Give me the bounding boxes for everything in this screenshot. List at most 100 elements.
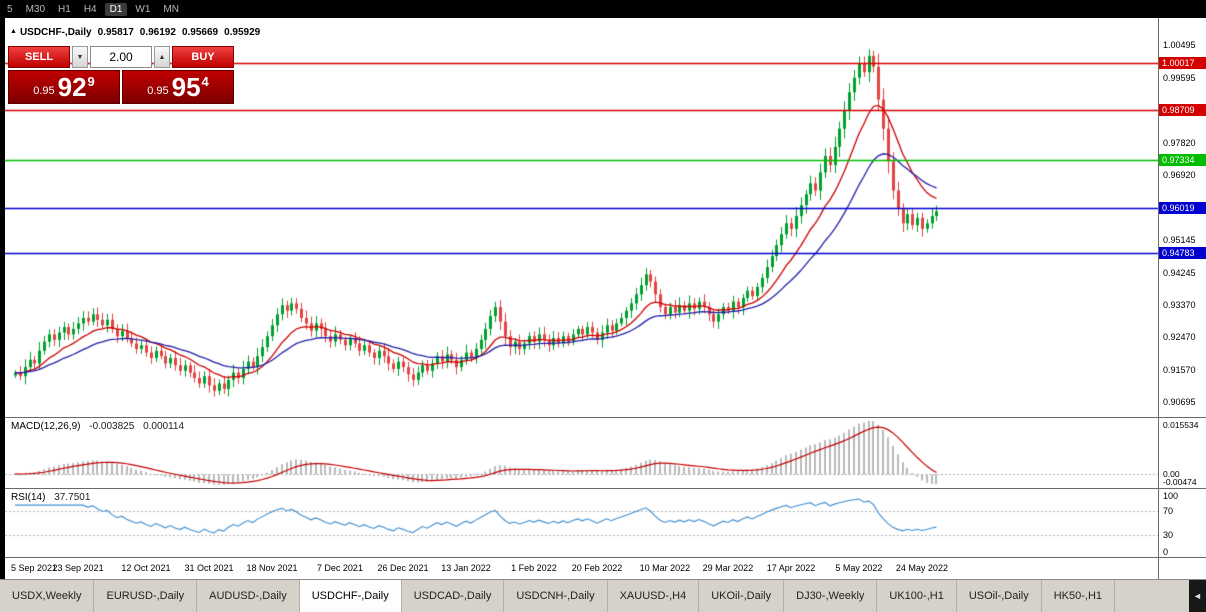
tab-uk100-h1[interactable]: UK100-,H1 bbox=[877, 580, 957, 612]
sell-button[interactable]: SELL bbox=[8, 46, 70, 68]
time-axis-label: 29 Mar 2022 bbox=[702, 563, 754, 573]
price-level-badge: 0.98709 bbox=[1159, 104, 1206, 117]
chart-tab-bar: USDX,Weekly EURUSD-,Daily AUDUSD-,Daily USD… bbox=[0, 579, 1206, 612]
timeframe-m30[interactable]: M30 bbox=[25, 3, 46, 15]
price-axis-label: 0.91570 bbox=[1163, 365, 1196, 376]
time-axis-label: 26 Dec 2021 bbox=[377, 563, 429, 573]
price-axis-label: 1.00495 bbox=[1163, 40, 1196, 51]
rsi-axis-label: 0 bbox=[1163, 547, 1169, 557]
price-level-badge: 0.97334 bbox=[1159, 154, 1206, 167]
price-axis-label: 0.95145 bbox=[1163, 234, 1196, 245]
macd-axis-label: 0.00 bbox=[1163, 468, 1180, 479]
time-axis-label: 24 May 2022 bbox=[895, 563, 948, 573]
tab-hk50-h1[interactable]: HK50-,H1 bbox=[1042, 580, 1116, 612]
price-level-badge: 0.96019 bbox=[1159, 202, 1206, 215]
volume-input[interactable] bbox=[90, 46, 152, 68]
rsi-indicator-panel: RSI(14) 37.7501 bbox=[5, 489, 1158, 558]
rsi-axis-label: 100 bbox=[1163, 491, 1179, 501]
buy-price-prefix: 0.95 bbox=[147, 85, 169, 97]
price-axis-label: 0.93370 bbox=[1163, 299, 1196, 310]
panel-separator bbox=[5, 488, 1206, 489]
tab-list: USDX,Weekly EURUSD-,Daily AUDUSD-,Daily USD… bbox=[0, 580, 1188, 612]
time-axis-label: 12 Oct 2021 bbox=[121, 563, 171, 573]
rsi-canvas[interactable] bbox=[5, 489, 1158, 558]
panel-separator bbox=[5, 557, 1206, 558]
one-click-collapse-icon[interactable]: ▲ bbox=[10, 28, 17, 35]
macd-label: MACD(12,26,9) -0.003825 0.000114 bbox=[11, 421, 184, 432]
time-axis[interactable]: 5 Sep 2021 23 Sep 2021 12 Oct 2021 31 Oct 2… bbox=[5, 558, 1158, 579]
timeframe-h1[interactable]: H1 bbox=[58, 3, 71, 15]
time-axis-label: 23 Sep 2021 bbox=[52, 563, 104, 573]
axis-separator bbox=[1158, 18, 1159, 579]
time-axis-label: 5 Sep 2021 bbox=[11, 563, 58, 573]
macd-canvas[interactable] bbox=[5, 418, 1158, 489]
time-axis-label: 7 Dec 2021 bbox=[316, 563, 363, 573]
macd-indicator-panel: MACD(12,26,9) -0.003825 0.000114 bbox=[5, 418, 1158, 489]
tab-usdchf-daily[interactable]: USDCHF-,Daily bbox=[299, 580, 402, 612]
price-level-badge: 1.00017 bbox=[1159, 56, 1206, 69]
quote-low: 0.95669 bbox=[181, 27, 219, 38]
time-axis-label: 5 May 2022 bbox=[835, 563, 883, 573]
macd-value-main: -0.003825 bbox=[89, 421, 135, 432]
price-level-badge: 0.94783 bbox=[1159, 247, 1206, 260]
tab-usdx-weekly[interactable]: USDX,Weekly bbox=[0, 580, 95, 612]
timeframe-5[interactable]: 5 bbox=[7, 3, 13, 15]
panel-separator bbox=[5, 417, 1206, 418]
time-axis-label: 10 Mar 2022 bbox=[639, 563, 691, 573]
time-axis-label: 1 Feb 2022 bbox=[511, 563, 557, 573]
sell-price-big: 92 bbox=[57, 72, 87, 102]
quote-high: 0.96192 bbox=[139, 27, 176, 38]
time-axis-label: 18 Nov 2021 bbox=[246, 563, 298, 573]
rsi-value: 37.7501 bbox=[54, 492, 91, 503]
buy-button[interactable]: BUY bbox=[172, 46, 234, 68]
macd-value-signal: 0.000114 bbox=[143, 421, 185, 432]
tab-usoil-daily[interactable]: USOil-,Daily bbox=[957, 580, 1042, 612]
buy-price-box[interactable]: 0.95 95 4 bbox=[122, 70, 234, 104]
time-axis-label: 31 Oct 2021 bbox=[184, 563, 234, 573]
price-axis-label: 0.99595 bbox=[1163, 72, 1196, 83]
price-axis-label: 0.94245 bbox=[1163, 267, 1196, 278]
price-axis-label: 0.96920 bbox=[1163, 170, 1196, 181]
tab-usdcad-daily[interactable]: USDCAD-,Daily bbox=[402, 580, 505, 612]
rsi-axis-label: 70 bbox=[1163, 505, 1174, 516]
macd-axis-label: 0.015534 bbox=[1163, 420, 1199, 430]
time-axis-label: 20 Feb 2022 bbox=[571, 563, 623, 573]
rsi-axis-label: 30 bbox=[1163, 530, 1174, 541]
volume-decrease-button[interactable]: ▼ bbox=[72, 46, 88, 68]
sell-price-sup: 9 bbox=[87, 73, 95, 89]
time-axis-label: 17 Apr 2022 bbox=[766, 563, 816, 573]
price-axis[interactable]: 1.00495 0.99595 0.97820 0.96920 0.95145 0.942… bbox=[1159, 18, 1206, 579]
tab-dj30-weekly[interactable]: DJ30-,Weekly bbox=[784, 580, 878, 612]
quote-close: 0.95929 bbox=[224, 27, 261, 38]
tab-scroll-left-button[interactable]: ◄ bbox=[1189, 580, 1206, 612]
price-axis-label: 0.92470 bbox=[1163, 332, 1196, 343]
timeframe-d1[interactable]: D1 bbox=[104, 2, 128, 16]
axis-panel-divider bbox=[1159, 488, 1206, 489]
macd-axis-label: -0.00474 bbox=[1163, 477, 1197, 487]
volume-increase-button[interactable]: ▲ bbox=[154, 46, 170, 68]
macd-name: MACD(12,26,9) bbox=[11, 421, 81, 432]
timeframe-toolbar: 5 M30 H1 H4 D1 W1 MN bbox=[0, 0, 1206, 18]
rsi-label: RSI(14) 37.7501 bbox=[11, 492, 90, 503]
tab-usdcnh-daily[interactable]: USDCNH-,Daily bbox=[504, 580, 608, 612]
sell-price-prefix: 0.95 bbox=[33, 85, 55, 97]
tab-xauusd-h4[interactable]: XAUUSD-,H4 bbox=[608, 580, 700, 612]
tab-audusd-daily[interactable]: AUDUSD-,Daily bbox=[197, 580, 300, 612]
axis-panel-divider bbox=[1159, 417, 1206, 418]
price-axis-label: 0.97820 bbox=[1163, 137, 1196, 148]
timeframe-mn[interactable]: MN bbox=[163, 3, 179, 15]
timeframe-w1[interactable]: W1 bbox=[135, 3, 151, 15]
tab-eurusd-daily[interactable]: EURUSD-,Daily bbox=[94, 580, 198, 612]
time-axis-label: 13 Jan 2022 bbox=[441, 563, 491, 573]
timeframe-list: 5 M30 H1 H4 D1 W1 MN bbox=[0, 0, 1206, 18]
price-chart-panel: ▲ USDCHF-,Daily 0.95817 0.96192 0.95669 0.959… bbox=[5, 18, 1158, 417]
chart-title: ▲ USDCHF-,Daily 0.95817 0.96192 0.95669 0.959… bbox=[10, 27, 260, 38]
timeframe-h4[interactable]: H4 bbox=[83, 3, 97, 15]
buy-price-sup: 4 bbox=[201, 73, 209, 89]
sell-price-box[interactable]: 0.95 92 9 bbox=[8, 70, 120, 104]
rsi-name: RSI(14) bbox=[11, 492, 46, 503]
tab-ukoil-daily[interactable]: UKOil-,Daily bbox=[699, 580, 785, 612]
buy-price-big: 95 bbox=[171, 72, 201, 102]
chart-symbol: USDCHF-,Daily bbox=[19, 27, 92, 38]
